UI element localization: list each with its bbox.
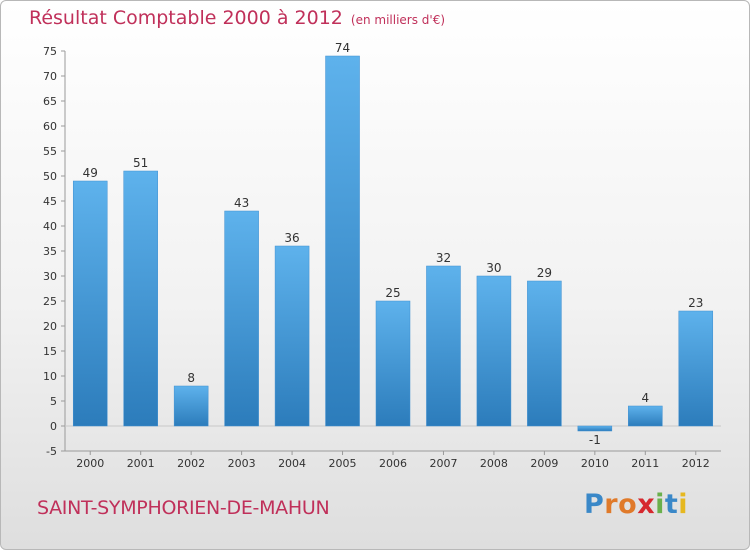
bar-layer [72, 55, 714, 432]
x-tick-label: 2003 [228, 457, 256, 470]
x-tick-label: 2005 [329, 457, 357, 470]
bar [375, 300, 411, 427]
bar [325, 55, 360, 427]
data-label: 8 [187, 371, 195, 385]
data-label: -1 [589, 433, 601, 447]
x-tick-label: 2004 [278, 457, 306, 470]
data-label: 32 [436, 251, 451, 265]
data-label: 36 [284, 231, 299, 245]
x-tick-label: 2009 [530, 457, 558, 470]
data-label: 74 [335, 41, 350, 55]
bar [577, 425, 613, 432]
y-tick-label: 65 [43, 95, 57, 108]
bar [426, 265, 461, 427]
x-tick-label: 2012 [682, 457, 710, 470]
data-label: 51 [133, 156, 148, 170]
bar [527, 280, 562, 427]
data-label: 30 [486, 261, 501, 275]
logo-letter: i [655, 489, 665, 520]
data-label: 49 [83, 166, 98, 180]
bar [173, 385, 209, 427]
logo-letter: x [637, 489, 656, 520]
y-tick-label: 30 [43, 270, 57, 283]
x-tick-label: 2002 [177, 457, 205, 470]
bar [72, 180, 108, 427]
y-tick-label: 55 [43, 145, 57, 158]
x-tick-label: 2006 [379, 457, 407, 470]
bar [224, 210, 259, 427]
y-tick-label: 70 [43, 70, 57, 83]
y-tick-label: 25 [43, 295, 57, 308]
data-label: 25 [385, 286, 400, 300]
data-label: 43 [234, 196, 249, 210]
y-tick-label: 40 [43, 220, 57, 233]
data-label: 29 [537, 266, 552, 280]
y-tick-label: 35 [43, 245, 57, 258]
data-label: 4 [641, 391, 649, 405]
chart-subtitle: (en milliers d'€) [350, 13, 446, 27]
y-tick-label: 20 [43, 320, 57, 333]
bar [274, 245, 310, 427]
place-name: SAINT-SYMPHORIEN-DE-MAHUN [37, 497, 330, 519]
y-tick-label: 45 [43, 195, 57, 208]
x-tick-label: 2001 [127, 457, 155, 470]
y-tick-label: 5 [50, 395, 57, 408]
bar [678, 310, 714, 427]
bar [628, 405, 663, 427]
x-tick-label: 2000 [76, 457, 104, 470]
y-tick-label: 0 [50, 420, 57, 433]
x-tick-label: 2010 [581, 457, 609, 470]
x-tick-label: 2008 [480, 457, 508, 470]
x-tick-label: 2011 [631, 457, 659, 470]
data-label: 23 [688, 296, 703, 310]
y-tick-label: -5 [46, 445, 57, 458]
data-label-layer: 49 51 8 43 36 74 25 32 30 29 -1 4 23 [83, 41, 704, 447]
y-tick-label: 15 [43, 345, 57, 358]
chart-title: Résultat Comptable 2000 à 2012 (en millie… [29, 7, 445, 29]
logo-letter: r [604, 489, 619, 520]
logo-letter: P [584, 489, 605, 520]
y-tick-label: 75 [43, 45, 57, 58]
chart-title-text: Résultat Comptable 2000 à 2012 [29, 7, 343, 29]
x-tick-label: 2007 [429, 457, 457, 470]
proxiti-logo: Proxiti [584, 489, 688, 520]
y-tick-label: 10 [43, 370, 57, 383]
y-tick-label: 60 [43, 120, 57, 133]
bar [476, 275, 512, 427]
logo-letter: o [618, 489, 638, 520]
bar [123, 170, 158, 427]
logo-letter: t [664, 489, 679, 520]
y-tick-label: 50 [43, 170, 57, 183]
logo-letter: i [678, 489, 689, 520]
